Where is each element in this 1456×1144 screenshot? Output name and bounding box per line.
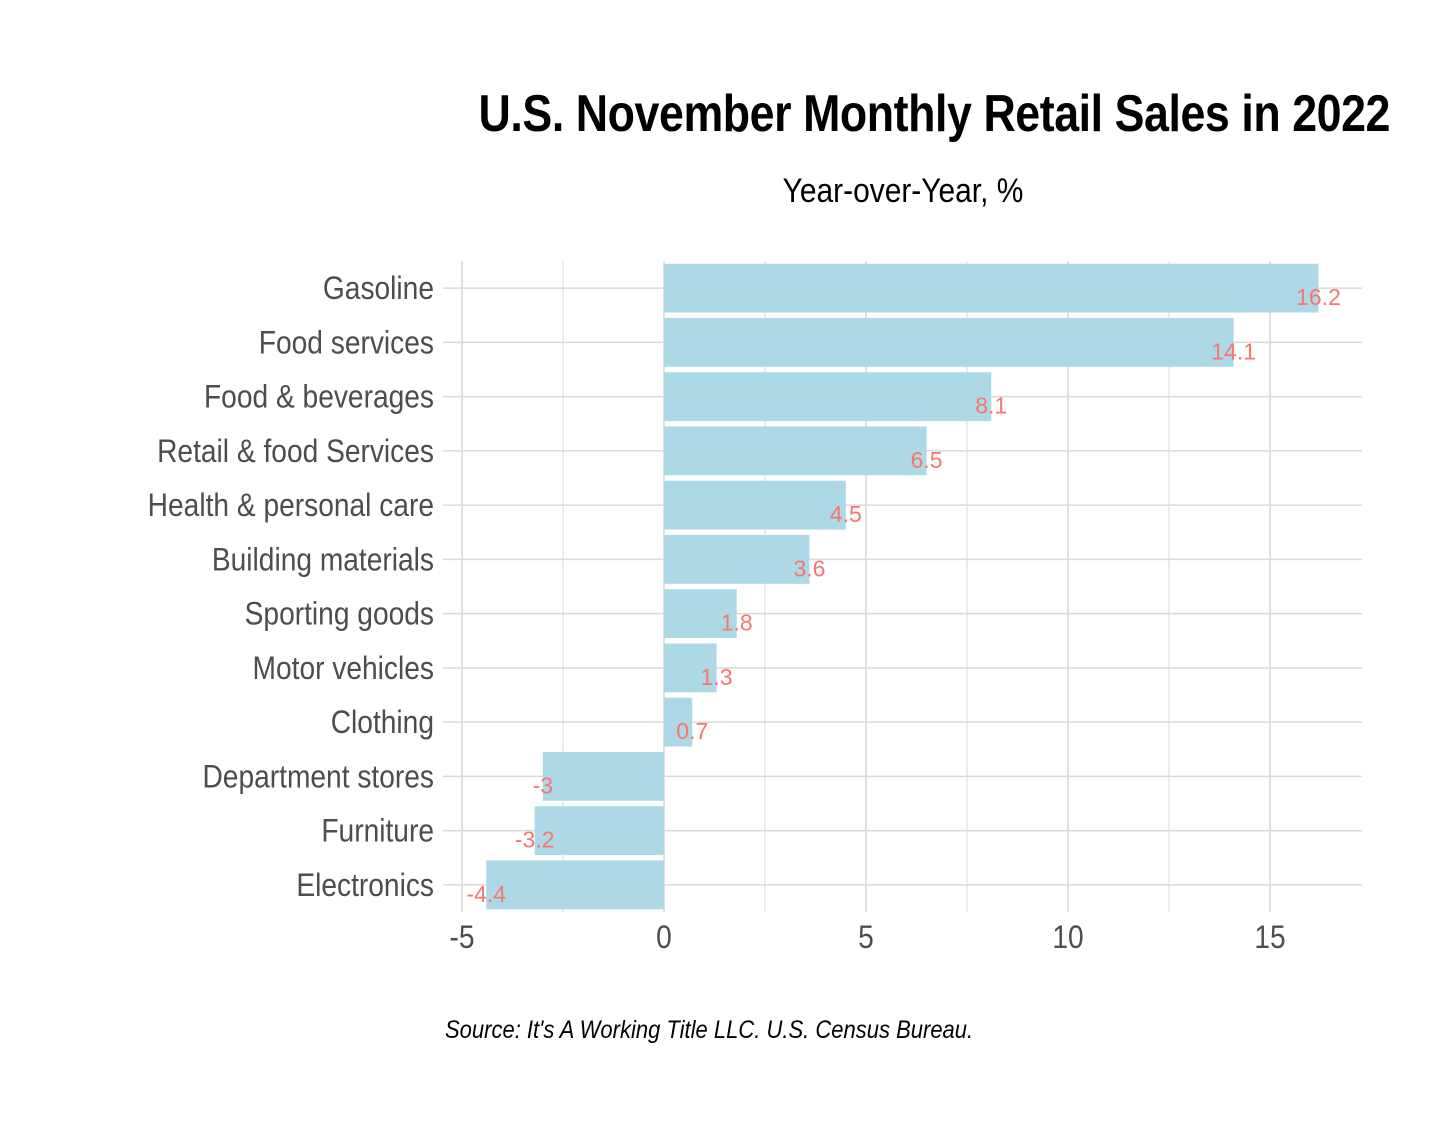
category-label-4: Health & personal care (148, 489, 434, 524)
chart-subtitle: Year-over-Year, % (782, 172, 1024, 210)
category-label-5: Building materials (212, 543, 434, 578)
data-label-10: -3.2 (515, 827, 555, 853)
bar-6 (664, 589, 737, 639)
bar-10 (534, 806, 664, 856)
data-label-3: 6.5 (911, 447, 943, 473)
data-label-1: 14.1 (1211, 338, 1256, 364)
category-label-3: Retail & food Services (157, 434, 434, 469)
category-label-7: Motor vehicles (253, 651, 434, 686)
category-label-8: Clothing (331, 706, 434, 741)
category-label-2: Food & beverages (204, 380, 434, 415)
data-label-4: 4.5 (830, 501, 862, 527)
x-tick-label-3: 10 (1052, 920, 1083, 955)
x-tick-label-1: 0 (656, 920, 672, 955)
x-tick-label-0: -5 (449, 920, 474, 955)
bar-3 (664, 426, 927, 476)
bar-7 (664, 643, 717, 693)
bar-1 (664, 317, 1234, 367)
data-label-2: 8.1 (975, 393, 1007, 419)
data-label-7: 1.3 (701, 664, 733, 690)
category-label-0: Gasoline (323, 272, 434, 307)
category-label-1: Food services (259, 326, 434, 361)
bar-4 (664, 480, 846, 530)
chart-title: U.S. November Monthly Retail Sales in 20… (478, 85, 1391, 143)
category-label-6: Sporting goods (245, 597, 434, 632)
bar-5 (664, 534, 810, 584)
bar-11 (486, 860, 664, 910)
bar-8 (664, 697, 693, 747)
bar-9 (542, 751, 664, 801)
bar-2 (664, 372, 992, 422)
data-label-0: 16.2 (1296, 284, 1341, 310)
category-label-9: Department stores (202, 760, 434, 795)
category-label-11: Electronics (296, 868, 434, 903)
chart-source-caption: Source: It's A Working Title LLC. U.S. C… (445, 1016, 974, 1044)
x-tick-label-4: 15 (1254, 920, 1285, 955)
data-label-11: -4.4 (466, 881, 506, 907)
x-tick-label-2: 5 (858, 920, 874, 955)
category-label-10: Furniture (321, 814, 434, 849)
data-label-9: -3 (533, 772, 553, 798)
bar-0 (664, 263, 1319, 313)
data-label-5: 3.6 (793, 555, 825, 581)
data-label-8: 0.7 (676, 718, 708, 744)
data-label-6: 1.8 (721, 610, 753, 636)
